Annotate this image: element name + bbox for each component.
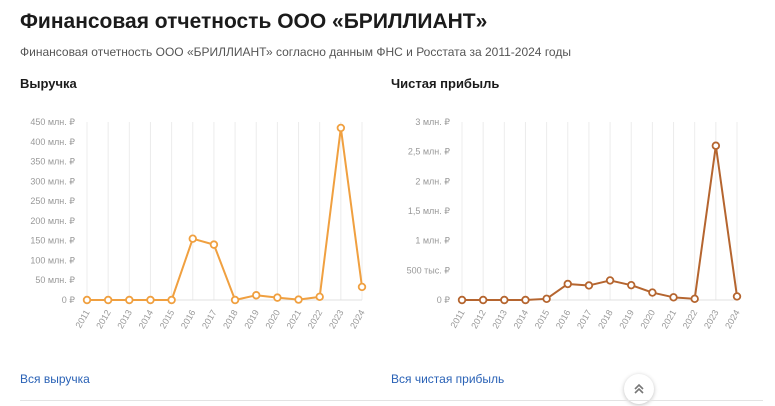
data-point [521,295,530,305]
y-tick-label: 450 млн. ₽ [30,117,75,127]
data-point [478,295,488,305]
x-tick-label: 2023 [327,308,346,330]
data-point [584,281,594,290]
data-point [125,295,134,305]
data-point [690,294,699,304]
all-revenue-link[interactable]: Вся выручка [20,372,90,386]
x-tick-label: 2015 [533,308,552,330]
data-point [209,240,219,249]
page-subtitle: Финансовая отчетность ООО «БРИЛЛИАНТ» со… [20,45,571,59]
data-point [230,295,240,305]
data-point [273,293,282,302]
data-point [669,293,678,302]
data-point [336,123,346,133]
data-point [167,295,176,305]
data-point [103,295,113,305]
data-point [542,294,551,304]
y-tick-label: 2,5 млн. ₽ [408,147,450,157]
x-tick-label: 2016 [554,308,573,330]
x-tick-label: 2019 [242,308,261,330]
x-tick-label: 2024 [723,308,742,330]
profit-chart: 0 ₽ 500 тыс. ₽ 1 млн. ₽ 1,5 млн. ₽ 2 млн. ₽ 2… [407,117,742,330]
y-tick-label: 150 млн. ₽ [30,236,75,246]
data-point [294,295,303,304]
x-tick-label: 2014 [137,308,156,330]
data-point [563,279,572,289]
x-tick-label: 2018 [221,308,240,330]
x-tick-label: 2020 [638,308,657,330]
series-line [462,144,738,301]
y-tick-label: 300 млн. ₽ [30,176,75,186]
y-tick-label: 50 млн. ₽ [35,275,75,285]
profit-chart-title: Чистая прибыль [391,76,500,91]
x-tick-label: 2013 [490,308,509,330]
x-tick-label: 2022 [306,308,325,330]
y-tick-label: 1,5 млн. ₽ [408,206,450,216]
series-line [87,126,363,301]
revenue-chart: 0 ₽ 50 млн. ₽ 100 млн. ₽ 150 млн. ₽ 200 млн.… [30,117,367,330]
data-point [146,295,155,305]
x-tick-label: 2011 [448,308,466,330]
data-point [188,234,197,243]
page-title: Финансовая отчетность ООО «БРИЛЛИАНТ» [20,10,488,33]
data-point [648,288,657,297]
data-point [605,276,615,285]
data-point [252,291,261,300]
data-point [627,280,636,290]
x-tick-label: 2012 [94,308,113,330]
data-point [357,282,367,292]
data-point [315,292,324,302]
x-tick-label: 2019 [617,308,636,330]
x-tick-label: 2024 [348,308,367,330]
data-point [82,295,92,305]
double-chevron-up-icon [634,383,644,394]
x-tick-label: 2011 [73,308,91,330]
x-tick-label: 2015 [158,308,177,330]
x-tick-label: 2021 [660,308,679,330]
x-tick-label: 2022 [681,308,700,330]
y-tick-label: 250 млн. ₽ [30,196,75,206]
y-tick-label: 1 млн. ₽ [415,236,450,246]
all-profit-link[interactable]: Вся чистая прибыль [391,372,505,386]
x-tick-label: 2020 [263,308,282,330]
x-tick-label: 2016 [179,308,198,330]
data-point [711,141,721,150]
data-point [732,292,742,301]
y-tick-label: 3 млн. ₽ [415,117,450,127]
y-tick-label: 100 млн. ₽ [30,255,75,265]
y-tick-label: 0 ₽ [62,295,76,305]
revenue-chart-title: Выручка [20,76,77,91]
data-point [457,295,467,305]
x-tick-label: 2021 [285,308,304,330]
x-tick-label: 2017 [200,308,219,330]
y-tick-label: 400 млн. ₽ [30,137,75,147]
x-tick-label: 2017 [575,308,594,330]
y-tick-label: 200 млн. ₽ [30,216,75,226]
x-tick-label: 2013 [115,308,134,330]
y-tick-label: 350 млн. ₽ [30,157,75,167]
x-tick-label: 2012 [469,308,488,330]
y-tick-label: 0 ₽ [437,295,451,305]
y-tick-label: 500 тыс. ₽ [407,265,451,275]
data-point [500,295,509,305]
y-tick-label: 2 млн. ₽ [415,176,450,186]
scroll-to-top-button[interactable] [624,374,654,404]
x-tick-label: 2018 [596,308,615,330]
section-divider [20,400,763,401]
x-tick-label: 2023 [702,308,721,330]
x-tick-label: 2014 [512,308,531,330]
